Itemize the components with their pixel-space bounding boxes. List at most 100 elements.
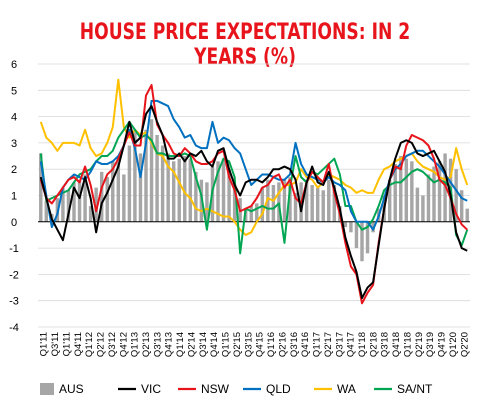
bar-aus xyxy=(111,161,115,222)
bar-aus xyxy=(426,174,431,222)
bar-aus xyxy=(221,158,226,222)
bar-aus xyxy=(88,206,93,222)
legend-swatch-aus xyxy=(40,383,54,395)
x-tick-label: Q2'17 xyxy=(323,332,334,357)
legend-label-sa-nt: SA/NT xyxy=(397,382,433,396)
x-tick-label: Q4'13 xyxy=(164,332,175,357)
bar-aus xyxy=(99,171,104,222)
bar-aus xyxy=(310,184,314,222)
x-tick-label: Q1'18 xyxy=(402,332,413,357)
x-tick-label: Q4'19 xyxy=(437,332,448,357)
bar-aus xyxy=(133,132,137,222)
bar-aus xyxy=(127,145,132,222)
bar-aus xyxy=(122,174,126,222)
bar-aus xyxy=(116,156,121,222)
x-tick-label: Q3'17 xyxy=(334,332,345,357)
y-tick-label: -1 xyxy=(9,243,19,255)
bar-aus xyxy=(327,179,331,222)
x-tick-label: Q2'15 xyxy=(232,332,243,357)
x-tick-label: Q1'14 xyxy=(175,332,186,357)
series-line-sa-nt xyxy=(39,120,469,255)
y-tick-label: -3 xyxy=(9,296,19,308)
x-tick-label: Q4'16 xyxy=(300,332,311,357)
y-tick-label: 3 xyxy=(11,138,17,150)
bar-aus xyxy=(343,221,348,228)
y-tick-label: 5 xyxy=(11,85,17,97)
bar-aus xyxy=(293,192,298,222)
x-tick-label: Q2'14 xyxy=(186,332,197,357)
bar-aus xyxy=(360,221,364,262)
x-tick-label: Q2'19 xyxy=(414,332,425,357)
bar-aus xyxy=(304,179,309,222)
bar-aus xyxy=(61,187,65,222)
chart-title: HOUSE PRICE EXPECTATIONS: IN 2 YEARS (%) xyxy=(79,20,411,70)
y-tick-label: 4 xyxy=(11,112,17,124)
legend-label-nsw: NSW xyxy=(201,382,230,396)
x-tick-label: Q1'17 xyxy=(312,332,323,357)
x-tick-label: Q1'13 xyxy=(130,332,141,357)
bar-aus xyxy=(77,179,82,222)
bar-aus xyxy=(371,221,375,233)
bar-aus xyxy=(138,153,143,222)
x-tick-label: Q4'14 xyxy=(209,332,220,357)
y-tick-label: -2 xyxy=(9,269,19,281)
bar-aus xyxy=(260,187,265,222)
y-axis: 6 5 4 3 2 1 0 -1 -2 -3 -4 xyxy=(9,59,19,334)
x-tick-label: Q1'12 xyxy=(84,332,95,357)
bar-aus xyxy=(393,163,397,222)
x-tick-label: Q2'16 xyxy=(277,332,288,357)
x-tick-label: Q1'16 xyxy=(266,332,277,357)
bar-aus xyxy=(349,221,353,233)
bar-aus xyxy=(354,221,359,249)
bar-aus xyxy=(155,135,159,222)
series-line-nsw xyxy=(39,84,468,305)
x-tick-label: Q4'15 xyxy=(255,332,266,357)
bar-aus xyxy=(282,179,287,222)
series-line-wa xyxy=(39,78,469,236)
legend: AUS VIC NSW QLD WA SA/NT xyxy=(40,382,433,396)
x-tick-label: Q3'19 xyxy=(425,332,436,357)
legend-label-vic: VIC xyxy=(141,382,161,396)
y-tick-label: 1 xyxy=(11,191,17,203)
x-tick-label: Q3'15 xyxy=(243,332,254,357)
x-tick-label: Q1'15 xyxy=(221,332,232,357)
y-tick-label: 6 xyxy=(11,59,17,71)
bar-aus xyxy=(365,221,370,254)
bar-aus xyxy=(144,129,148,222)
bar-aus xyxy=(277,182,281,222)
bar-aus xyxy=(410,161,414,222)
x-tick-label: Q4'12 xyxy=(118,332,129,357)
x-tick-label: Q3'18 xyxy=(380,332,391,357)
bar-aus xyxy=(39,153,43,222)
x-tick-label: Q3'14 xyxy=(198,332,209,357)
bar-aus xyxy=(94,187,98,222)
x-tick-label: Q2'18 xyxy=(368,332,379,357)
x-tick-label: Q4'11 xyxy=(73,332,84,356)
bar-aus xyxy=(227,169,231,222)
bar-aus xyxy=(415,187,420,222)
bar-aus xyxy=(171,161,176,222)
bar-aus xyxy=(160,145,165,222)
bar-aus xyxy=(105,177,109,222)
bar-aus xyxy=(288,177,292,222)
x-tick-label: Q3'12 xyxy=(107,332,118,357)
bar-aus xyxy=(177,158,181,222)
x-tick-label: Q4'17 xyxy=(346,332,357,357)
x-tick-label: Q2'20 xyxy=(459,332,470,357)
bar-aus xyxy=(321,190,325,222)
bar-aus xyxy=(149,119,154,222)
legend-label-wa: WA xyxy=(337,382,356,396)
bar-aus xyxy=(387,179,392,222)
bar-aus xyxy=(459,190,464,222)
legend-label-qld: QLD xyxy=(266,382,291,396)
series-line-qld xyxy=(39,99,468,231)
x-tick-label: Q4'18 xyxy=(391,332,402,357)
y-tick-label: -4 xyxy=(9,322,19,334)
x-tick-label: Q1'18 xyxy=(357,332,368,357)
bar-aus xyxy=(465,208,469,222)
bar-aus xyxy=(271,184,276,222)
bar-aus xyxy=(72,182,76,222)
x-tick-label: Q2'13 xyxy=(141,332,152,357)
x-tick-label: Q3'13 xyxy=(152,332,163,357)
x-tick-label: Q1'11 xyxy=(39,332,50,356)
